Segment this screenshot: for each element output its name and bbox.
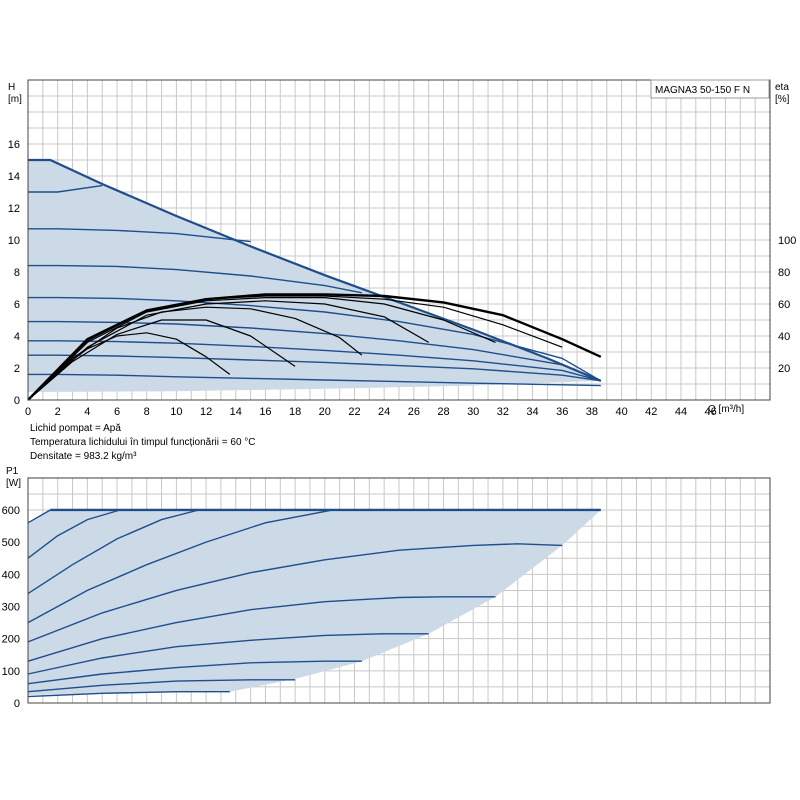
head-y-tick-label: 12: [8, 203, 20, 215]
power-speed-curve: [27, 543, 563, 643]
head-y-axis-label-line1: H: [8, 82, 15, 93]
power-speed-curve: [27, 509, 51, 524]
power-speed-curve: [27, 691, 230, 698]
x-tick-label: 2: [55, 406, 61, 418]
x-tick-label: 18: [289, 406, 301, 418]
head-x-axis-label: Q [m³/h]: [708, 404, 744, 415]
x-tick-label: 46: [705, 406, 717, 418]
head-frame: [27, 79, 771, 401]
info-line-density: Densitate = 983.2 kg/m³: [30, 451, 137, 462]
x-tick-label: 34: [526, 406, 538, 418]
power-y-axis-label-line2: [W]: [6, 478, 21, 489]
power-y-tick-label: 200: [2, 634, 20, 646]
head-y-ticks: 0 2 4 6 8 10 12 14 16: [8, 139, 20, 407]
power-y-ticks: 0 100 200 300 400 500 600: [2, 505, 20, 710]
x-tick-label: 14: [230, 406, 242, 418]
head-y-tick-label: 10: [8, 235, 20, 247]
x-tick-label: 44: [675, 406, 687, 418]
eta-y-tick-label: 40: [778, 331, 790, 343]
power-curves: [27, 508, 601, 698]
eta-y-axis-label-line1: eta: [775, 82, 789, 93]
head-curves: [28, 159, 602, 387]
power-speed-curve: [27, 596, 496, 662]
head-x-ticks: 0 2 4 6 8 10 12 14 16 18 20 22 24 26 28 30 32 34 36 38 40 42 4…: [25, 406, 717, 418]
x-tick-label: 28: [437, 406, 449, 418]
head-y-tick-label: 4: [14, 331, 20, 343]
info-line-liquid: Lichid pompat = Apă: [30, 423, 121, 434]
efficiency-curve: [27, 293, 602, 401]
power-speed-curve: [27, 660, 362, 685]
x-tick-label: 36: [556, 406, 568, 418]
x-tick-label: 20: [319, 406, 331, 418]
plot-frame: [27, 477, 771, 704]
power-y-tick-label: 400: [2, 569, 20, 581]
x-tick-label: 22: [348, 406, 360, 418]
fluid-info: Lichid pompat = Apă Temperatura lichidul…: [30, 423, 256, 462]
eta-y-axis-label-line2: [%]: [775, 94, 790, 105]
head-speed-curve: [28, 228, 251, 243]
x-tick-label: 32: [497, 406, 509, 418]
efficiency-curve: [27, 306, 363, 401]
head-speed-curve: [28, 264, 363, 294]
head-y-tick-label: 8: [14, 267, 20, 279]
x-tick-label: 42: [645, 406, 657, 418]
plot-frame: [27, 79, 771, 401]
title-box: [650, 79, 770, 99]
efficiency-curve: [27, 319, 296, 401]
head-y-tick-label: 0: [14, 395, 20, 407]
x-tick-label: 8: [144, 406, 150, 418]
eta-y-tick-label: 80: [778, 267, 790, 279]
efficiency-curves: [27, 293, 602, 401]
info-line-temperature: Temperatura lichidului în timpul funcțio…: [30, 437, 256, 448]
head-operating-area: [28, 160, 601, 392]
power-speed-curve: [27, 509, 121, 559]
head-plot: 0 2 4 6 8 10 12 14 16 18 20 22 24 26 28 30 32 34 36 38 40 42 4…: [8, 79, 796, 418]
power-y-axis-label-line1: P1: [6, 466, 19, 477]
power-y-tick-label: 500: [2, 537, 20, 549]
power-plot: 0 100 200 300 400 500 600 P1 [W]: [2, 466, 771, 710]
power-y-tick-label: 100: [2, 666, 20, 678]
power-speed-curve: [27, 509, 199, 595]
x-tick-label: 38: [586, 406, 598, 418]
head-y-tick-label: 16: [8, 139, 20, 151]
x-tick-label: 10: [170, 406, 182, 418]
eta-y-tick-label: 100: [778, 235, 796, 247]
power-frame: [27, 477, 771, 704]
head-y-tick-label: 14: [8, 171, 20, 183]
efficiency-curve: [27, 300, 429, 401]
power-speed-curve: [27, 633, 429, 675]
head-y-tick-label: 6: [14, 299, 20, 311]
head-speed-curve: [28, 296, 602, 382]
x-tick-label: 6: [114, 406, 120, 418]
x-tick-label: 4: [84, 406, 90, 418]
eta-y-tick-label: 20: [778, 363, 790, 375]
head-y-axis-label-line2: [m]: [8, 94, 22, 105]
head-y2-ticks: 20 40 60 80 100: [778, 235, 796, 375]
x-tick-label: 26: [408, 406, 420, 418]
power-y-tick-label: 600: [2, 505, 20, 517]
x-tick-label: 40: [615, 406, 627, 418]
head-speed-curve: [28, 184, 103, 193]
power-y-tick-label: 0: [14, 698, 20, 710]
power-speed-curve: [27, 679, 296, 693]
head-speed-curve: [28, 320, 602, 382]
x-tick-label: 16: [259, 406, 271, 418]
head-speed-curve: [28, 373, 601, 387]
power-y-tick-label: 300: [2, 601, 20, 613]
x-tick-label: 30: [467, 406, 479, 418]
eta-y-tick-label: 60: [778, 299, 790, 311]
power-speed-curve: [27, 509, 333, 624]
x-tick-label: 24: [378, 406, 390, 418]
x-tick-label: 12: [200, 406, 212, 418]
efficiency-curve: [27, 297, 496, 401]
x-tick-label: 0: [25, 406, 31, 418]
chart-title: MAGNA3 50-150 F N: [655, 85, 750, 96]
head-y-tick-label: 2: [14, 363, 20, 375]
